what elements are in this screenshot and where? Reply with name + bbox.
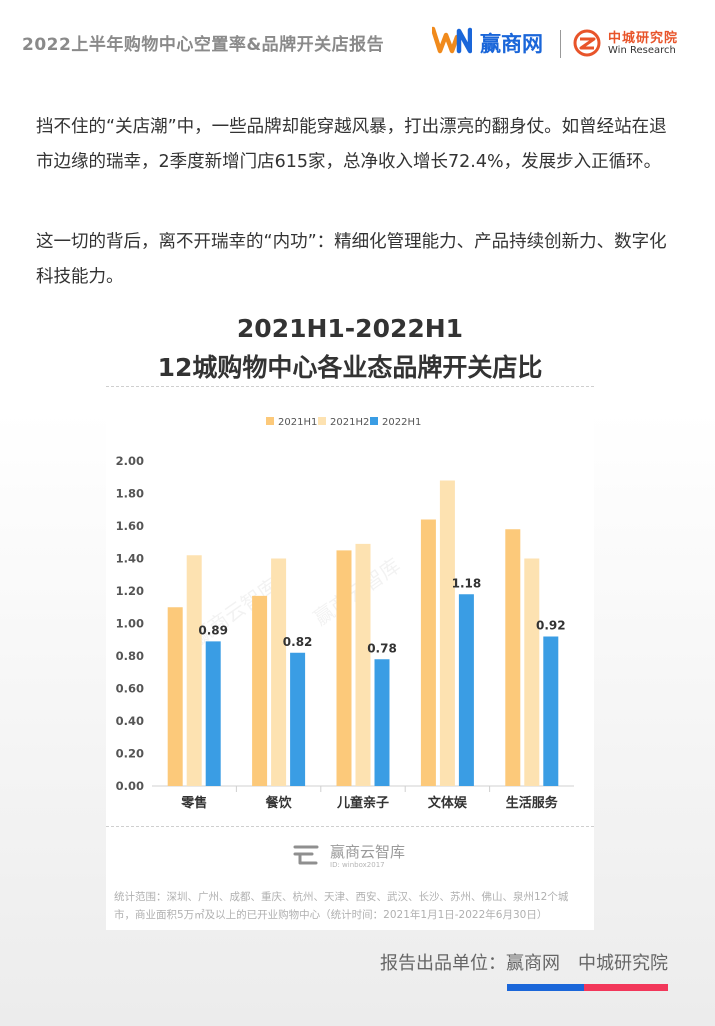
report-header: 2022上半年购物中心空置率&品牌开关店报告 赢商网 中城研究院 Win Res… [0,0,715,86]
zc-logo-mark-icon [573,29,601,57]
title-divider [106,386,594,387]
bar-2022H1-4 [543,636,559,786]
bar-2022H1-2 [374,659,390,786]
y-tick-label: 0.20 [116,747,144,761]
y-tick-label: 1.40 [116,552,144,566]
legend-swatch-0 [266,417,274,425]
chart-title-line-1: 2021H1-2022H1 [236,314,464,343]
y-tick-label: 0.60 [116,682,144,696]
y-tick-label: 1.60 [116,519,144,533]
zc-research-logo: 中城研究院 Win Research [572,24,682,64]
logo-divider [560,30,561,58]
winbox-brand-icon [293,845,319,865]
legend-label-1: 2021H2 [330,417,369,428]
legend-swatch-1 [318,417,326,425]
win-logo: 赢商网 [432,24,552,58]
bar-2021H2-3 [439,480,455,786]
report-unit-label-2: 中城研究院 [578,953,668,974]
bar-2021H1-2 [336,550,352,786]
bar-2021H2-1 [271,558,287,786]
chart-title-line-2: 12城购物中心各业态品牌开关店比 [157,353,543,382]
report-title: 2022上半年购物中心空置率&品牌开关店报告 [22,35,385,55]
x-category-label: 儿童亲子 [336,795,389,811]
bar-2021H1-3 [420,519,436,786]
win-logo-mark-icon [432,26,472,54]
data-label: 0.89 [198,623,228,637]
chart-card: 2021H1-2022H1 12城购物中心各业态品牌开关店比 赢商云智库 赢商云… [106,306,594,930]
y-tick-label: 0.00 [116,779,144,793]
bar-2021H1-0 [167,607,183,786]
bar-2021H2-4 [524,558,540,786]
bar-2021H2-2 [355,543,371,786]
legend-swatch-2 [370,417,378,425]
y-tick-label: 0.40 [116,714,144,728]
zc-logo-name-en: Win Research [608,45,676,56]
bar-2021H1-4 [505,529,521,786]
x-category-label: 零售 [180,795,207,811]
y-tick-label: 1.80 [116,487,144,501]
x-category-label: 餐饮 [265,795,293,811]
data-label: 0.78 [367,641,397,655]
legend-label-0: 2021H1 [278,417,317,428]
report-unit: 报告出品单位：赢商网 中城研究院 [380,949,668,975]
brand-id: ID: winbox2017 [330,861,385,869]
zc-logo-name-cn: 中城研究院 [608,31,679,46]
win-logo-name: 赢商网 [480,32,543,56]
data-label: 0.92 [536,619,566,633]
x-category-label: 生活服务 [506,795,559,811]
data-label: 0.82 [283,635,313,649]
footer-divider [106,826,594,827]
accent-bar-blue [507,984,587,991]
bar-2021H2-0 [186,555,202,786]
y-tick-label: 1.00 [116,617,144,631]
x-category-label: 文体娱 [428,795,468,811]
data-label: 1.18 [452,576,482,590]
bar-2022H1-3 [458,594,474,786]
report-unit-label: 报告出品单位：赢商网 [380,953,560,974]
body-paragraph-1: 挡不住的“关店潮”中，一些品牌却能穿越风暴，打出漂亮的翻身仗。如曾经站在退市边缘… [36,117,667,172]
bar-chart: 2021H1 2021H2 2022H1 0.00 0.20 0.40 0.60 0.80 1.… [116,417,574,811]
bar-2021H1-1 [252,595,268,786]
y-tick-label: 2.00 [116,454,144,468]
chart-footnote: 统计范围：深圳、广州、成都、重庆、杭州、天津、西安、武汉、长沙、苏州、佛山、泉州… [114,891,569,921]
y-tick-label: 1.20 [116,584,144,598]
legend-label-2: 2022H1 [382,417,421,428]
y-tick-label: 0.80 [116,649,144,663]
bar-2022H1-0 [205,641,221,786]
brand-name: 赢商云智库 [330,843,406,861]
bar-2022H1-1 [290,652,306,786]
accent-bar-red [584,984,668,991]
body-paragraph-2: 这一切的背后，离不开瑞幸的“内功”：精细化管理能力、产品持续创新力、数字化科技能… [36,232,667,287]
